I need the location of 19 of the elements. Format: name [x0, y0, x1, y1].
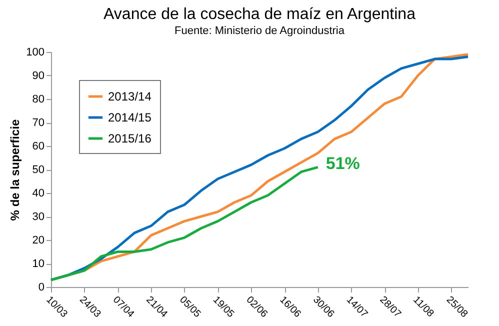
- y-tick-label: 20: [32, 234, 44, 246]
- y-tick-label: 30: [32, 211, 44, 223]
- y-tick-label: 10: [32, 258, 44, 270]
- chart-title: Avance de la cosecha de maíz en Argentina: [104, 6, 416, 23]
- annotation: 51%: [326, 154, 360, 174]
- y-tick-label: 80: [32, 94, 44, 106]
- chart-subtitle: Fuente: Ministerio de Agroindustria: [174, 25, 346, 37]
- y-tick-label: 50: [32, 164, 44, 176]
- legend-label: 2013/14: [108, 90, 152, 104]
- y-tick-label: 60: [32, 140, 44, 152]
- y-tick-label: 90: [32, 70, 44, 82]
- line-series: [50, 166, 320, 282]
- legend-label: 2015/16: [108, 132, 152, 146]
- y-tick-label: 70: [32, 117, 44, 129]
- legend-label: 2014/15: [108, 110, 152, 124]
- y-tick-label: 0: [38, 282, 44, 294]
- y-axis-title: % de la superficie: [8, 118, 22, 221]
- y-tick-label: 100: [26, 46, 44, 58]
- y-tick-label: 40: [32, 188, 44, 200]
